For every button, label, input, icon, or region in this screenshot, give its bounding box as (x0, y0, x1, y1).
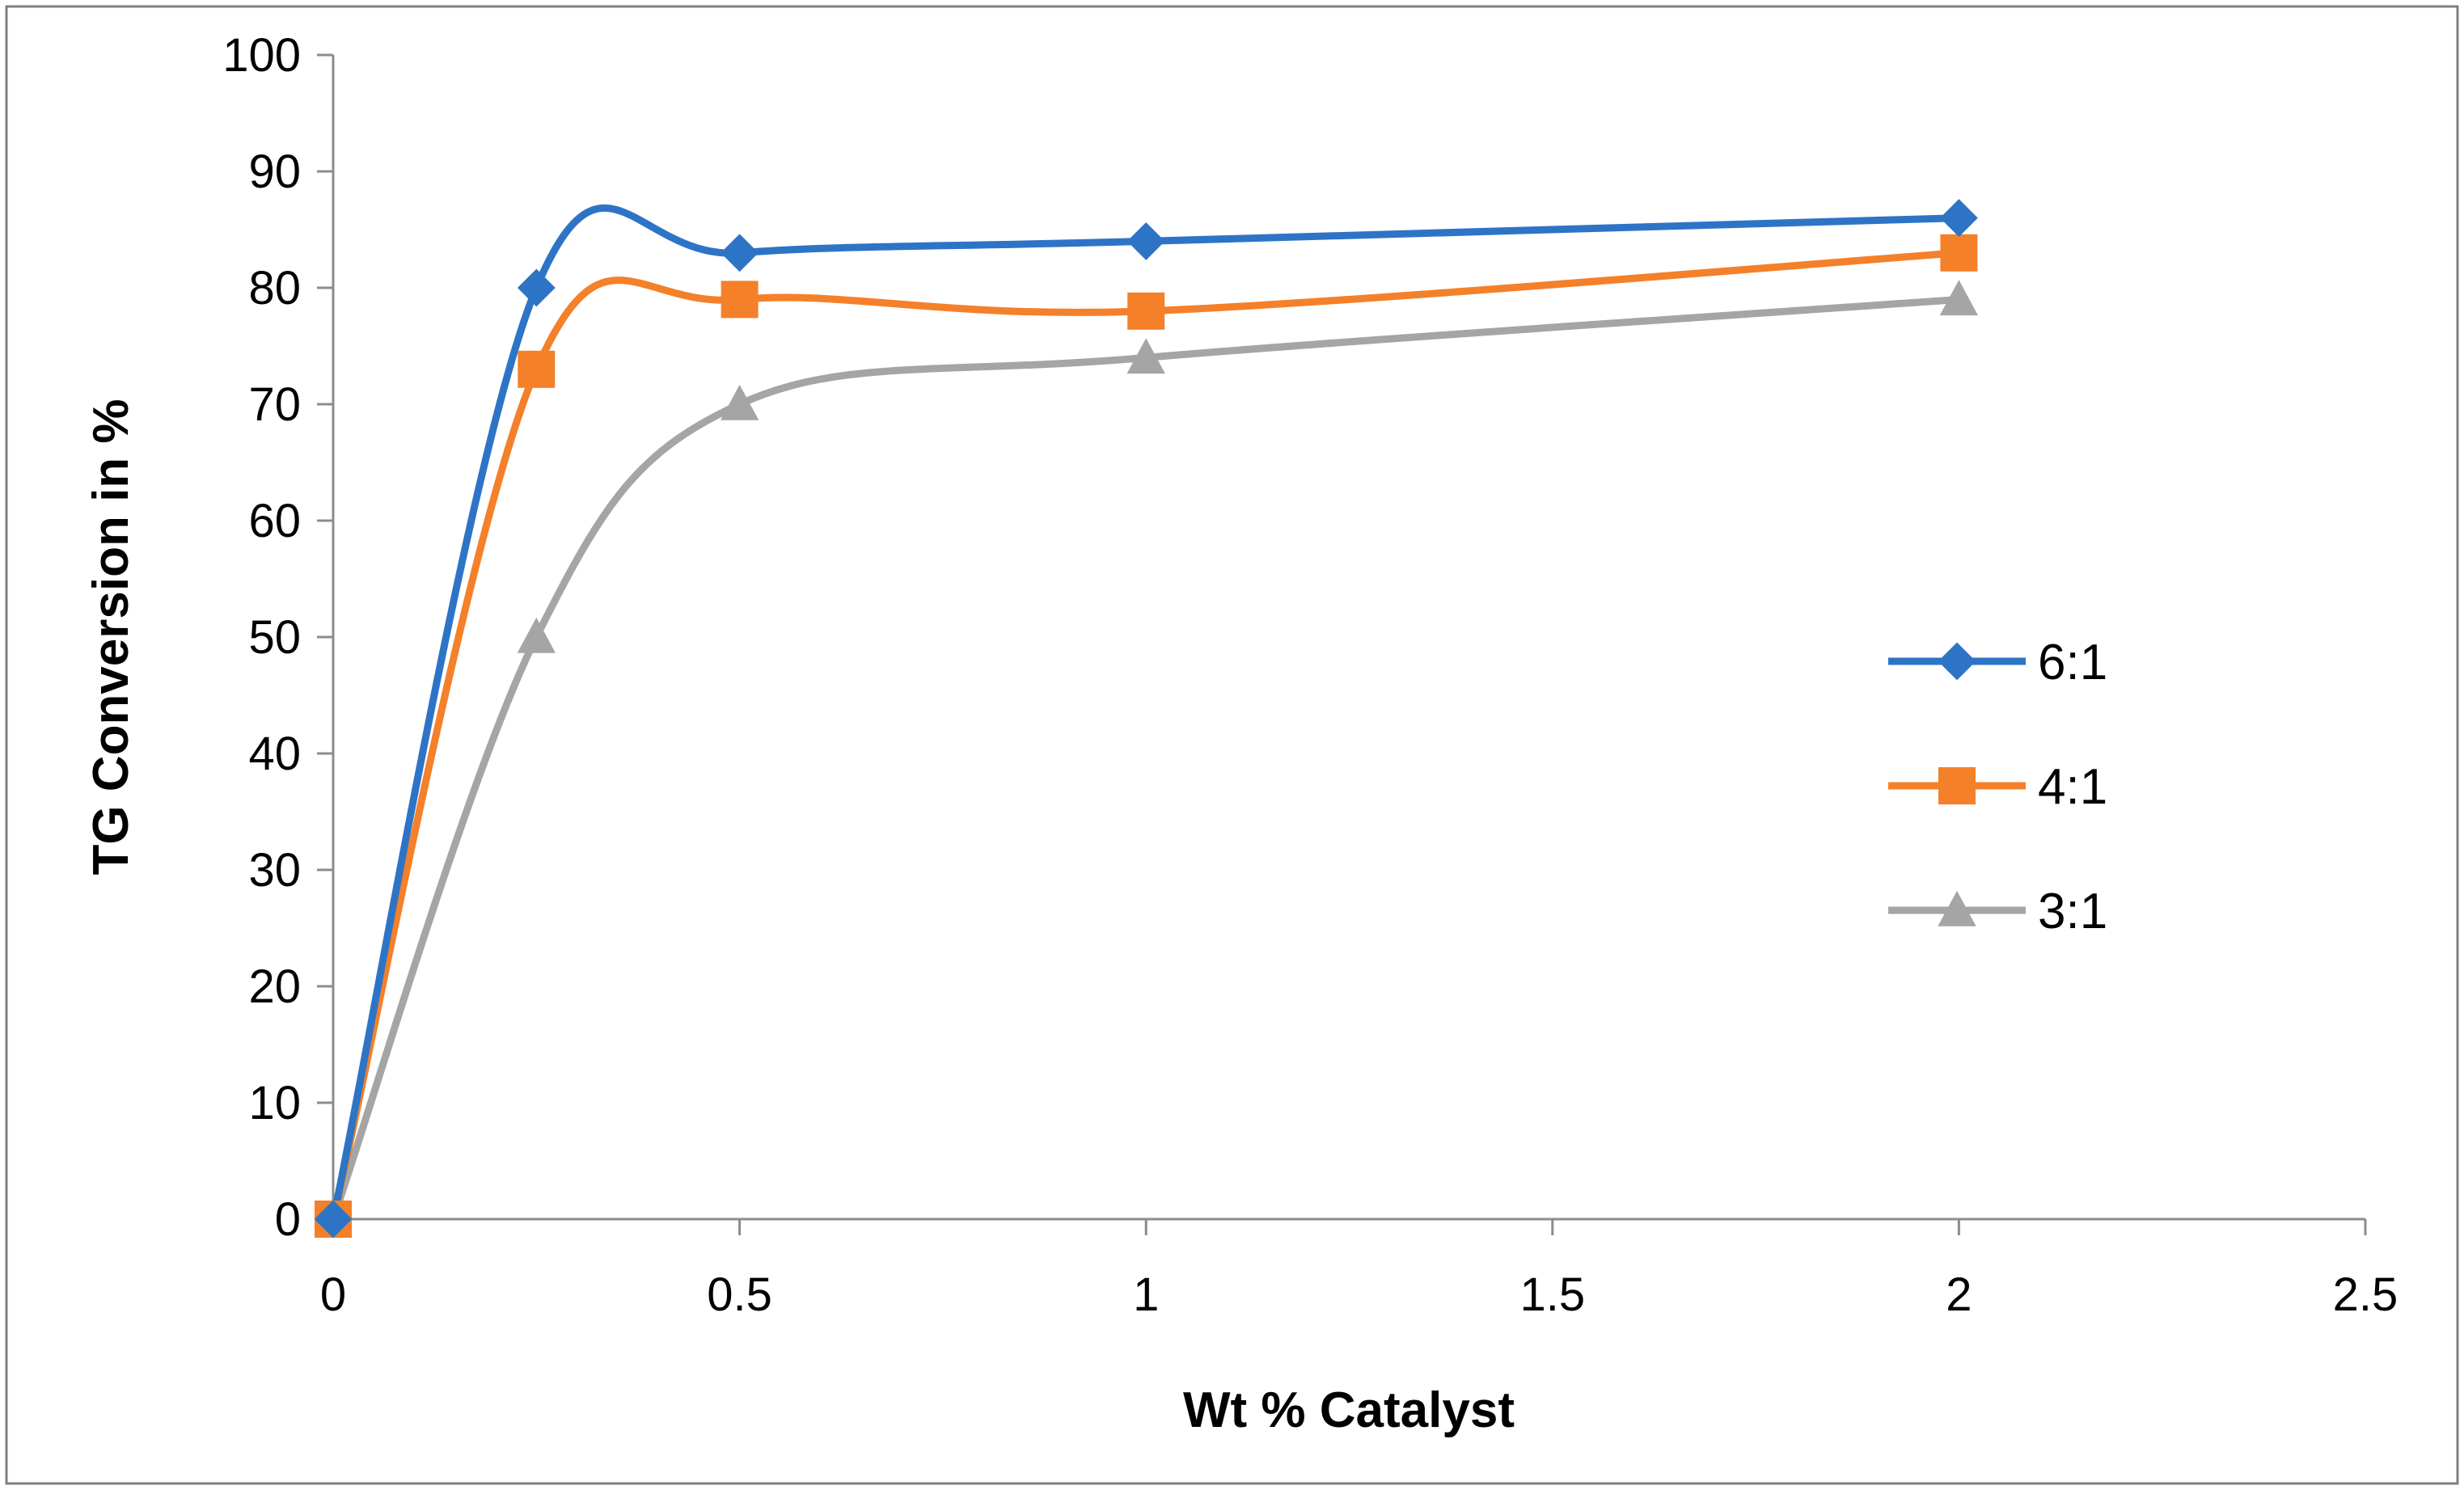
legend-label: 4:1 (2038, 759, 2107, 815)
y-tick-label: 100 (222, 29, 301, 82)
data-point-3-1 (517, 617, 556, 653)
y-tick-label: 80 (248, 262, 301, 314)
legend-marker-square (1938, 767, 1976, 804)
legend-label: 6:1 (2038, 635, 2107, 690)
data-point-3-1 (1939, 280, 1979, 316)
y-axis-title: TG Conversion in % (83, 399, 139, 875)
legend-item-6-1: 6:1 (1888, 635, 2107, 690)
x-tick-label: 2 (1946, 1268, 1972, 1321)
chart-border (5, 5, 2459, 1485)
y-tick-label: 40 (248, 728, 301, 780)
x-tick-label: 1 (1133, 1268, 1159, 1321)
y-tick-label: 10 (248, 1077, 301, 1129)
legend-item-4-1: 4:1 (1888, 759, 2107, 815)
legend: 6:1 4:1 3:1 (1888, 635, 2107, 939)
legend-label: 3:1 (2038, 884, 2107, 939)
data-point-3-1 (720, 384, 759, 420)
y-tick-label: 70 (248, 378, 301, 431)
y-tick-label: 50 (248, 611, 301, 664)
series-markers (314, 199, 1979, 1239)
series-line-3-1 (329, 295, 1963, 1223)
x-tick-label: 0.5 (707, 1268, 772, 1321)
x-tick-label: 1.5 (1519, 1268, 1585, 1321)
x-axis-title: Wt % Catalyst (1183, 1382, 1515, 1438)
y-tick-label: 60 (248, 495, 301, 547)
y-axis-ticks: 0 10 20 30 40 50 60 70 80 90 100 (222, 29, 333, 1246)
data-point-6-1 (1126, 222, 1165, 260)
x-axis-ticks: 0 0.5 1 1.5 2 2.5 (320, 1219, 2398, 1321)
y-tick-label: 20 (248, 960, 301, 1013)
y-tick-label: 90 (248, 146, 301, 198)
y-tick-label: 30 (248, 844, 301, 897)
data-point-6-1 (721, 234, 759, 272)
data-point-4-1 (1127, 292, 1165, 330)
data-point-6-1 (1939, 199, 1978, 238)
data-point-6-1 (314, 1200, 353, 1239)
data-point-6-1 (517, 268, 556, 307)
data-point-4-1 (721, 281, 759, 319)
data-point-4-1 (518, 350, 556, 388)
x-tick-label: 2.5 (2333, 1268, 2398, 1321)
data-point-3-1 (1126, 338, 1165, 374)
y-tick-label: 0 (275, 1193, 301, 1246)
legend-marker-triangle (1938, 890, 1976, 926)
x-tick-label: 0 (320, 1268, 346, 1321)
legend-item-3-1: 3:1 (1888, 884, 2107, 939)
legend-marker-diamond (1938, 642, 1976, 681)
data-point-4-1 (1940, 234, 1978, 272)
